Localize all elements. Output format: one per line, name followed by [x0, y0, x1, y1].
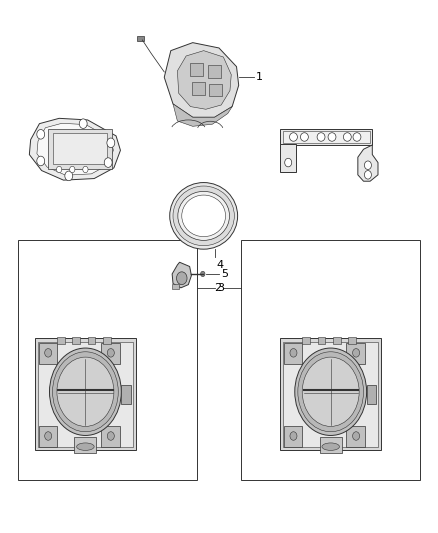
Polygon shape [172, 262, 191, 288]
Bar [38, 342, 133, 447]
Ellipse shape [353, 133, 361, 141]
Circle shape [65, 171, 73, 181]
Bar [346, 426, 365, 447]
Circle shape [57, 357, 114, 426]
Circle shape [353, 349, 360, 357]
Circle shape [37, 156, 45, 166]
Circle shape [53, 352, 118, 432]
Bar [346, 343, 365, 364]
Bar [320, 437, 342, 453]
Circle shape [79, 119, 87, 128]
Circle shape [364, 161, 371, 169]
Circle shape [107, 138, 115, 148]
Circle shape [364, 171, 371, 179]
Text: 4: 4 [217, 260, 224, 270]
Bar [39, 426, 57, 447]
Bar [192, 82, 205, 95]
Circle shape [107, 349, 114, 357]
Ellipse shape [173, 186, 234, 246]
Bar [137, 36, 144, 41]
Circle shape [177, 272, 187, 285]
Circle shape [298, 352, 364, 432]
Circle shape [201, 271, 205, 277]
Bar [72, 337, 80, 344]
Circle shape [290, 349, 297, 357]
Bar [280, 144, 296, 172]
Bar [121, 385, 131, 404]
Circle shape [83, 166, 88, 173]
Bar [101, 343, 120, 364]
Bar [209, 84, 222, 96]
Ellipse shape [77, 443, 94, 450]
Ellipse shape [328, 133, 336, 141]
Text: 2: 2 [214, 283, 221, 293]
Bar [39, 343, 57, 364]
Bar [74, 437, 96, 453]
Bar [283, 131, 370, 143]
Circle shape [45, 349, 52, 357]
Bar [318, 337, 325, 344]
Bar [101, 426, 120, 447]
Circle shape [70, 166, 75, 173]
Ellipse shape [317, 133, 325, 141]
Bar [302, 337, 310, 344]
Circle shape [302, 357, 359, 426]
Text: 5: 5 [221, 269, 228, 279]
Polygon shape [358, 145, 378, 181]
Circle shape [290, 432, 297, 440]
Ellipse shape [170, 182, 237, 249]
Ellipse shape [343, 133, 351, 141]
Bar [53, 133, 107, 164]
Bar [333, 337, 341, 344]
Bar [18, 240, 197, 480]
Ellipse shape [300, 133, 308, 141]
Polygon shape [164, 43, 239, 117]
Polygon shape [29, 118, 120, 180]
Ellipse shape [322, 443, 339, 450]
Ellipse shape [178, 191, 230, 240]
Circle shape [353, 432, 360, 440]
Bar [280, 129, 372, 145]
Bar [172, 284, 179, 289]
Circle shape [37, 130, 45, 139]
Bar [103, 337, 111, 344]
Bar [57, 337, 65, 344]
Bar [208, 65, 221, 78]
Polygon shape [173, 104, 232, 126]
Text: 3: 3 [217, 283, 224, 293]
Bar [348, 337, 356, 344]
Ellipse shape [182, 195, 226, 237]
Circle shape [57, 166, 62, 173]
Text: 1: 1 [256, 72, 263, 82]
Bar [190, 63, 203, 76]
Polygon shape [37, 123, 113, 175]
Circle shape [295, 348, 367, 435]
Bar [35, 338, 136, 450]
Ellipse shape [290, 133, 297, 141]
Circle shape [285, 158, 292, 167]
Bar [284, 343, 302, 364]
Polygon shape [177, 51, 231, 109]
Circle shape [49, 348, 121, 435]
Bar [280, 338, 381, 450]
Bar [367, 385, 376, 404]
Circle shape [107, 432, 114, 440]
Circle shape [45, 432, 52, 440]
Bar [241, 240, 420, 480]
Bar [284, 426, 302, 447]
Circle shape [104, 158, 112, 167]
Bar [88, 337, 95, 344]
Bar [283, 342, 378, 447]
Bar [48, 129, 112, 169]
